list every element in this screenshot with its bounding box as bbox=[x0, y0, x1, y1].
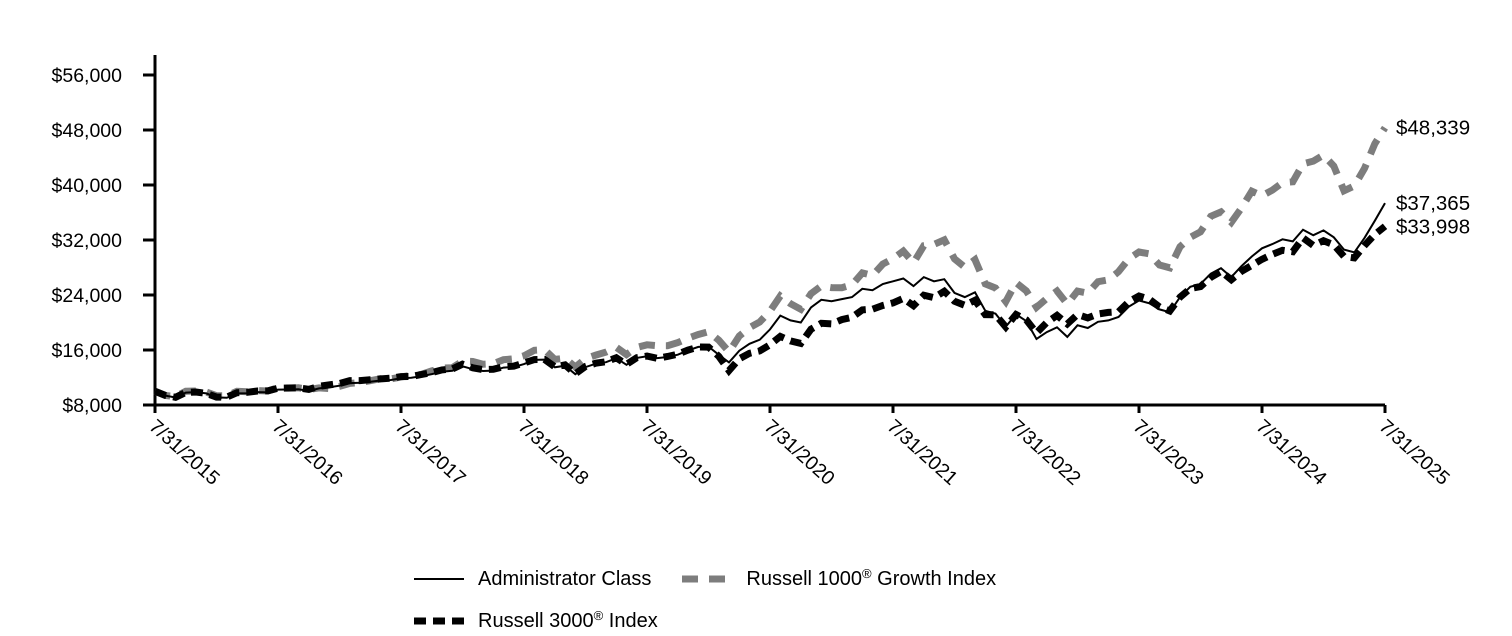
x-tick-label: 7/31/2024 bbox=[1252, 415, 1331, 490]
x-tick-label: 7/31/2016 bbox=[268, 415, 347, 489]
end-label-russell-1000-growth-index: $48,339 bbox=[1396, 117, 1470, 140]
legend-item-administrator-class: Administrator Class bbox=[413, 566, 651, 591]
gray-dashed-line-swatch bbox=[682, 575, 733, 582]
x-tick-label: 7/31/2025 bbox=[1375, 415, 1454, 490]
y-tick-label: $16,000 bbox=[52, 340, 123, 362]
solid-line-swatch bbox=[414, 577, 464, 580]
end-label-administrator-class: $37,365 bbox=[1396, 192, 1470, 215]
chart-legend: Administrator Class Russell 1000® Growth… bbox=[413, 566, 996, 633]
x-tick-label: 7/31/2017 bbox=[391, 415, 470, 489]
x-tick-label: 7/31/2021 bbox=[883, 415, 962, 489]
legend-item-russell-3000-index: Russell 3000® Index bbox=[413, 608, 658, 633]
x-tick-label: 7/31/2020 bbox=[760, 415, 839, 490]
legend-label-administrator-class: Administrator Class bbox=[478, 568, 652, 590]
legend-row-2: Russell 3000® Index bbox=[413, 608, 996, 633]
series-line-russell-1000-growth-index bbox=[153, 125, 1388, 401]
legend-row-1: Administrator Class Russell 1000® Growth… bbox=[413, 566, 996, 591]
series-line-administrator-class bbox=[154, 202, 1386, 399]
end-value-labels: $37,365 $48,339 $33,998 bbox=[1396, 117, 1470, 239]
y-tick-label: $48,000 bbox=[52, 120, 123, 142]
legend-label-russell-3000-index: Russell 3000® Index bbox=[478, 608, 658, 632]
y-tick-label: $32,000 bbox=[52, 230, 123, 252]
x-tick-label: 7/31/2023 bbox=[1129, 415, 1208, 489]
end-label-russell-3000-index: $33,998 bbox=[1396, 215, 1470, 238]
x-axis-ticks: 7/31/2015 7/31/2016 7/31/2017 7/31/2018 7/31… bbox=[145, 405, 1454, 490]
legend-item-russell-1000-growth-index: Russell 1000® Growth Index bbox=[681, 566, 996, 591]
y-axis-ticks: $8,000 $16,000 $24,000 $32,000 $40,000 $48,00… bbox=[52, 65, 155, 417]
y-tick-label: $8,000 bbox=[62, 395, 122, 417]
x-tick-label: 7/31/2018 bbox=[514, 415, 593, 489]
chart-canvas: $8,000 $16,000 $24,000 $32,000 $40,000 $48,00… bbox=[52, 55, 1470, 490]
series-line-russell-3000-index bbox=[153, 223, 1388, 401]
y-tick-label: $24,000 bbox=[52, 285, 123, 307]
x-tick-label: 7/31/2015 bbox=[145, 415, 224, 490]
y-tick-label: $56,000 bbox=[52, 65, 123, 87]
legend-label-russell-1000-growth-index: Russell 1000® Growth Index bbox=[746, 566, 997, 590]
x-tick-label: 7/31/2022 bbox=[1006, 415, 1085, 489]
y-tick-label: $40,000 bbox=[52, 175, 123, 197]
black-dashed-line-swatch bbox=[414, 617, 464, 624]
x-tick-label: 7/31/2019 bbox=[637, 415, 716, 489]
